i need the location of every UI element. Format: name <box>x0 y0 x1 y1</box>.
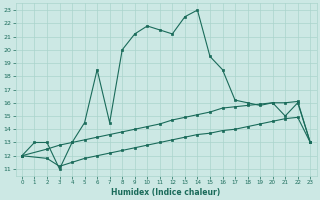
X-axis label: Humidex (Indice chaleur): Humidex (Indice chaleur) <box>111 188 221 197</box>
